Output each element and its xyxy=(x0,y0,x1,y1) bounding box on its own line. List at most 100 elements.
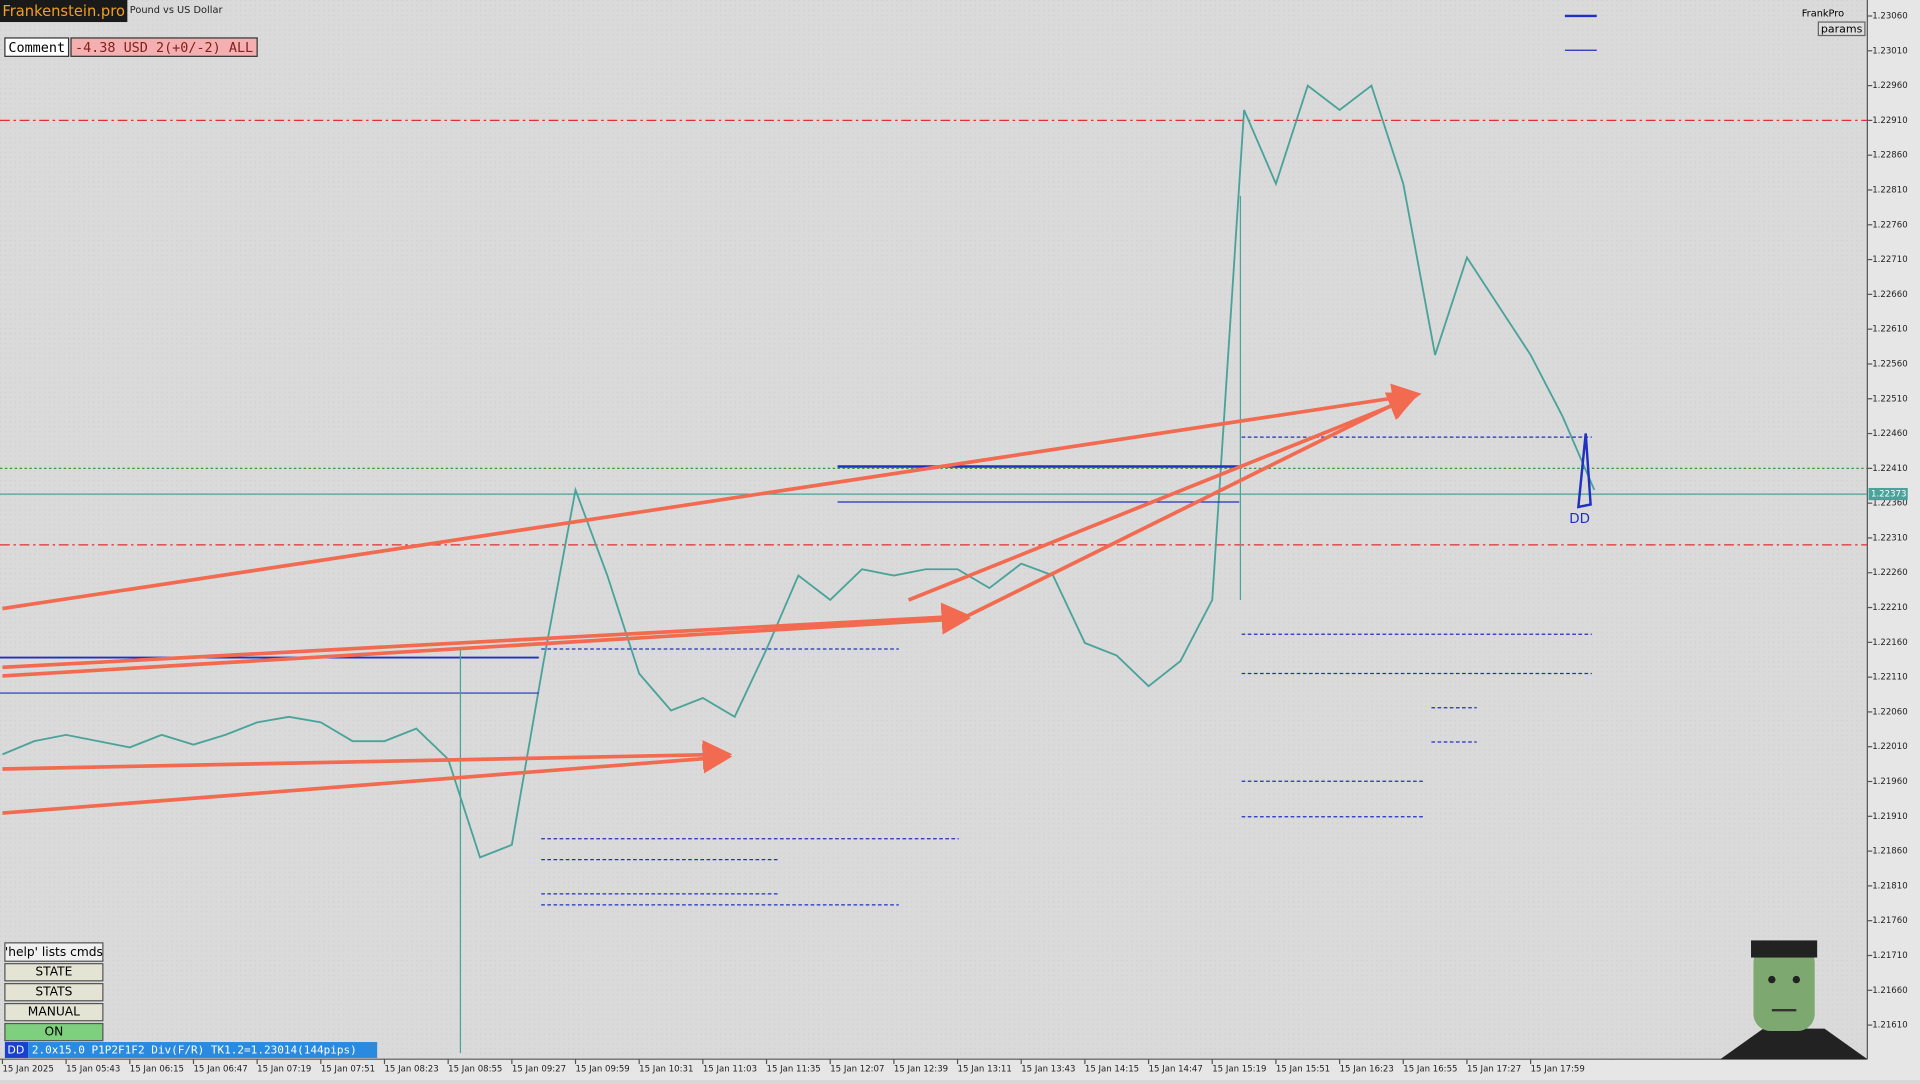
current-price-label: 1.22373 xyxy=(1871,490,1906,500)
y-tick-label: 1.22410 xyxy=(1872,464,1907,474)
button-group: STATE STATS MANUAL ON xyxy=(4,963,104,1042)
y-tick-label: 1.21860 xyxy=(1872,847,1907,857)
y-tick-label: 1.22960 xyxy=(1872,81,1907,91)
button[interactable] xyxy=(4,1002,104,1022)
current-price-box xyxy=(1868,487,1908,501)
y-tick-label: 1.22160 xyxy=(1872,638,1907,648)
avatar xyxy=(1720,940,1868,1060)
x-tick-label: 15 Jan 2025 xyxy=(2,1064,53,1074)
y-tick-label: 1.22610 xyxy=(1872,325,1907,335)
y-tick-label: 1.22360 xyxy=(1872,499,1907,509)
x-tick-label: 15 Jan 17:27 xyxy=(1467,1064,1521,1074)
arrow xyxy=(2,605,972,678)
x-tick-label: 15 Jan 15:19 xyxy=(1212,1064,1266,1074)
status-tag-box xyxy=(4,1042,29,1058)
x-tick-label: 15 Jan 10:31 xyxy=(639,1064,693,1074)
help-box xyxy=(4,942,104,962)
chart-marker: DD xyxy=(1569,512,1590,527)
y-tick-label: 1.22810 xyxy=(1872,185,1907,195)
arrow xyxy=(2,744,733,815)
x-tick-label: 15 Jan 08:55 xyxy=(448,1064,502,1074)
y-tick-label: 1.21960 xyxy=(1872,777,1907,787)
button[interactable] xyxy=(4,963,104,982)
comment-label-box xyxy=(4,37,70,57)
y-tick-label: 1.21610 xyxy=(1872,1021,1907,1031)
profile: FrankPro xyxy=(1802,8,1844,19)
trend-arrows xyxy=(2,383,1422,815)
button[interactable] xyxy=(4,1022,104,1042)
button-label[interactable]: STATE xyxy=(35,965,72,979)
plot-background xyxy=(0,0,1868,1060)
comment-value-box xyxy=(70,37,258,57)
params-box[interactable] xyxy=(1817,21,1866,37)
y-tick-label: 1.22310 xyxy=(1872,533,1907,543)
y-tick-label: 1.22660 xyxy=(1872,290,1907,300)
x-tick-label: 15 Jan 07:51 xyxy=(321,1064,375,1074)
avatar-eye xyxy=(1768,975,1776,984)
arrow xyxy=(966,392,1418,618)
y-tick-label: 1.22710 xyxy=(1872,255,1907,265)
y-tick-label: 1.21710 xyxy=(1872,951,1907,961)
symbol-name: Pound vs US Dollar xyxy=(130,5,224,16)
arrow xyxy=(907,392,1418,602)
y-tick-label: 1.22560 xyxy=(1872,359,1907,369)
x-tick-label: 15 Jan 14:47 xyxy=(1149,1064,1203,1074)
x-tick-label: 15 Jan 13:11 xyxy=(958,1064,1012,1074)
price-line xyxy=(2,84,1596,859)
x-tick-label: 15 Jan 09:59 xyxy=(576,1064,630,1074)
comment-value: -4.38 USD 2(+0/-2) ALL xyxy=(75,41,253,56)
x-tick-label: 15 Jan 13:43 xyxy=(1021,1064,1075,1074)
avatar-body xyxy=(1720,1028,1868,1060)
x-tick-label: 15 Jan 12:07 xyxy=(830,1064,884,1074)
avatar-face xyxy=(1753,945,1815,1032)
y-tick-label: 1.22010 xyxy=(1872,742,1907,752)
x-tick-label: 15 Jan 09:27 xyxy=(512,1064,566,1074)
y-tick-label: 1.22860 xyxy=(1872,151,1907,161)
y-tick-label: 1.22910 xyxy=(1872,116,1907,126)
x-tick-label: 15 Jan 06:15 xyxy=(130,1064,184,1074)
button-label[interactable]: STATS xyxy=(35,985,72,999)
y-tick-label: 1.23060 xyxy=(1872,12,1907,22)
y-tick-label: 1.21910 xyxy=(1872,812,1907,822)
y-tick-label: 1.22060 xyxy=(1872,707,1907,717)
params[interactable]: params xyxy=(1821,22,1863,35)
button-label[interactable]: ON xyxy=(44,1025,63,1039)
x-tick-label: 15 Jan 15:51 xyxy=(1276,1064,1330,1074)
brand: Frankenstein.pro xyxy=(2,3,125,20)
arrow xyxy=(2,602,972,670)
y-tick-label: 1.23010 xyxy=(1872,46,1907,56)
blue-levels xyxy=(0,14,1597,906)
x-tick-label: 15 Jan 11:03 xyxy=(703,1064,757,1074)
x-tick-label: 15 Jan 05:43 xyxy=(66,1064,120,1074)
avatar-hair xyxy=(1751,940,1818,958)
y-tick-label: 1.21810 xyxy=(1872,881,1907,891)
price-series-layer xyxy=(0,84,1868,859)
avatar-eye xyxy=(1792,975,1800,984)
comment-label: Comment xyxy=(8,41,65,56)
status-tag: DD xyxy=(7,1044,24,1057)
brand-bg xyxy=(0,0,128,23)
y-tick-label: 1.21660 xyxy=(1872,986,1907,996)
price-axis-bg xyxy=(1867,0,1920,1080)
y-tick-label: 1.21760 xyxy=(1872,916,1907,926)
y-tick-label: 1.22260 xyxy=(1872,568,1907,578)
x-tick-label: 15 Jan 08:23 xyxy=(384,1064,438,1074)
button[interactable] xyxy=(4,983,104,1002)
x-tick-label: 15 Jan 12:39 xyxy=(894,1064,948,1074)
x-tick-label: 15 Jan 16:55 xyxy=(1403,1064,1457,1074)
status-box xyxy=(28,1042,378,1058)
arrow xyxy=(2,383,1422,611)
y-tick-label: 1.22760 xyxy=(1872,220,1907,230)
x-tick-label: 15 Jan 16:23 xyxy=(1340,1064,1394,1074)
x-tick-label: 15 Jan 17:59 xyxy=(1531,1064,1585,1074)
status-text: 2.0x15.0 P1P2F1F2 Div(F/R) TK1.2=1.23014… xyxy=(32,1044,357,1057)
signal-shape xyxy=(1576,433,1592,509)
y-tick-label: 1.22210 xyxy=(1872,603,1907,613)
arrow xyxy=(2,740,733,771)
time-axis-bg xyxy=(0,1059,1868,1080)
x-tick-label: 15 Jan 11:35 xyxy=(767,1064,821,1074)
x-tick-label: 15 Jan 14:15 xyxy=(1085,1064,1139,1074)
y-tick-label: 1.22510 xyxy=(1872,394,1907,404)
button-label[interactable]: MANUAL xyxy=(28,1005,80,1019)
